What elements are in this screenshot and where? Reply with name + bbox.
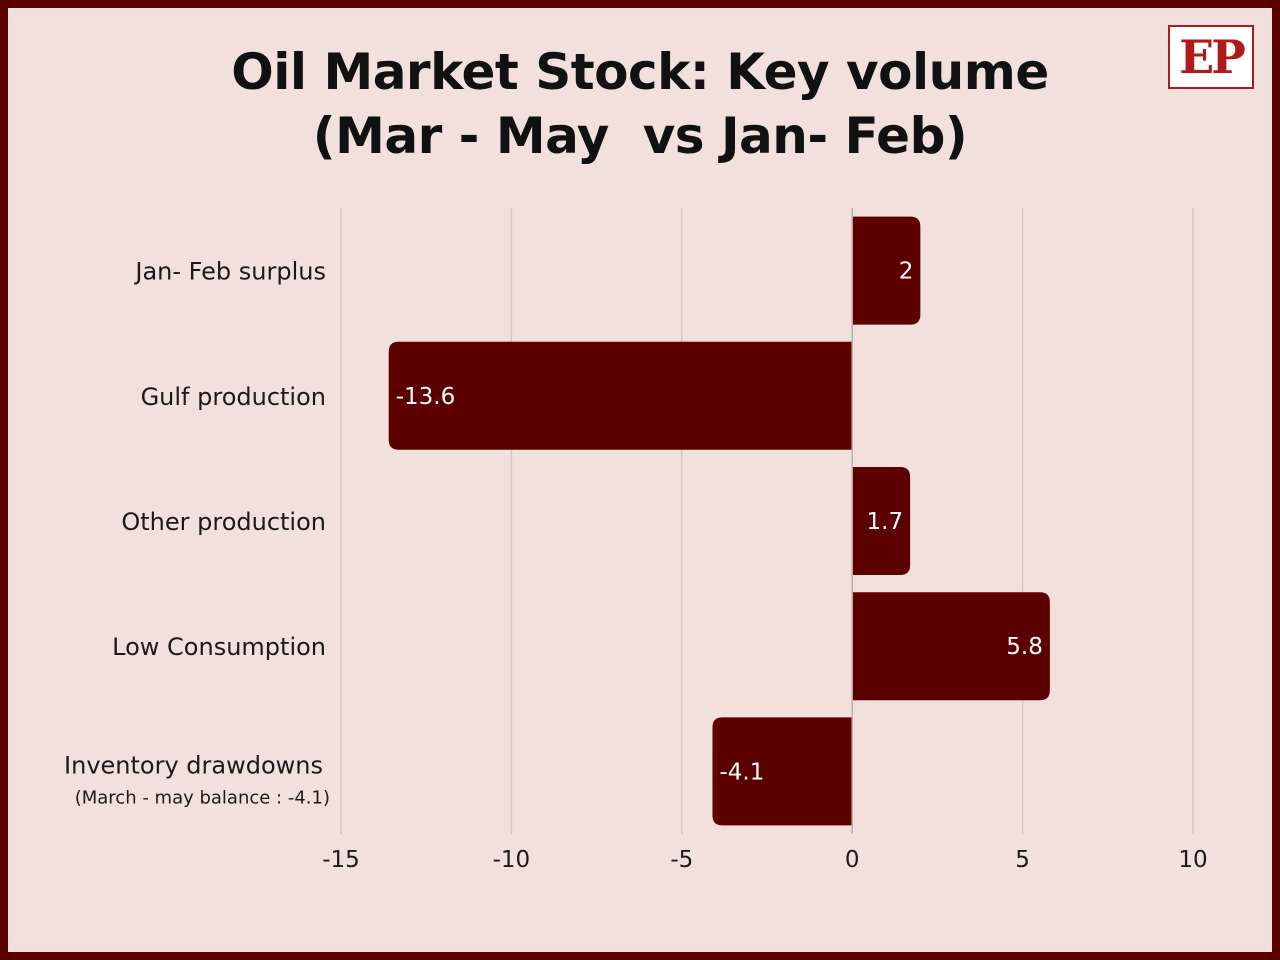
x-tick-label: 0 [845, 847, 860, 873]
data-label: -4.1 [719, 759, 764, 785]
category-label: Low Consumption [112, 633, 326, 661]
x-tick-label: -15 [322, 847, 360, 873]
chart-frame [8, 8, 1272, 952]
data-label: 5.8 [1006, 634, 1043, 660]
category-label: Inventory drawdowns [64, 751, 323, 779]
data-label: 1.7 [867, 509, 904, 535]
x-tick-label: -5 [670, 847, 693, 873]
category-sublabel: (March - may balance : -4.1) [75, 787, 330, 808]
logo-text: EP [1179, 30, 1246, 84]
bar [852, 592, 1050, 701]
ep-logo: EP [1168, 25, 1254, 89]
category-label: Other production [121, 508, 326, 536]
x-tick-label: 5 [1015, 847, 1030, 873]
chart-title: Oil Market Stock: Key volume (Mar - May … [0, 40, 1280, 168]
bar [388, 341, 853, 450]
bar [852, 467, 911, 575]
data-label: -13.6 [396, 384, 456, 410]
x-tick-label: -10 [493, 847, 531, 873]
bar [852, 216, 921, 325]
title-line-2: (Mar - May vs Jan- Feb) [312, 107, 968, 165]
bar [712, 717, 853, 826]
category-label: Gulf production [141, 383, 326, 411]
x-tick-label: 10 [1178, 847, 1207, 873]
category-label: Jan- Feb surplus [133, 258, 326, 286]
title-line-1: Oil Market Stock: Key volume [231, 43, 1049, 101]
data-label: 2 [899, 259, 914, 285]
